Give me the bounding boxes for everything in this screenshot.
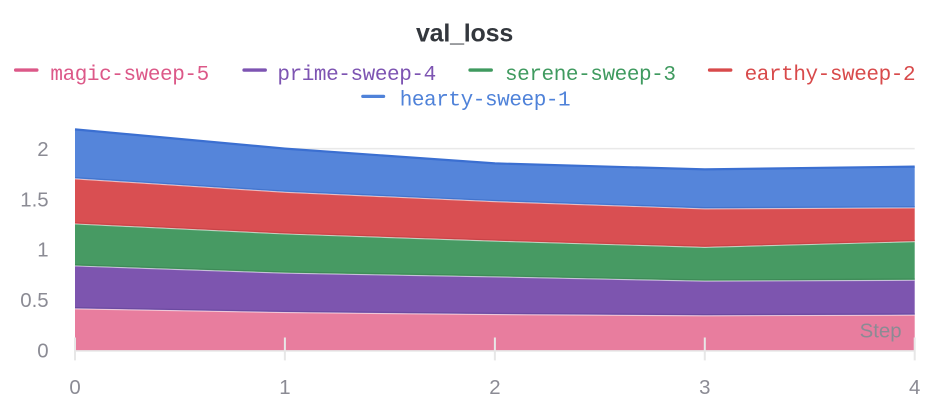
svg-text:1: 1 <box>37 240 48 262</box>
svg-text:4: 4 <box>909 377 920 399</box>
svg-text:0: 0 <box>37 341 48 363</box>
svg-text:serene-sweep-3: serene-sweep-3 <box>505 64 676 87</box>
svg-text:hearty-sweep-1: hearty-sweep-1 <box>400 89 571 112</box>
svg-text:2: 2 <box>37 139 48 161</box>
svg-text:2: 2 <box>489 377 500 399</box>
svg-text:0: 0 <box>69 377 80 399</box>
svg-text:prime-sweep-4: prime-sweep-4 <box>277 64 435 87</box>
svg-text:1: 1 <box>279 377 290 399</box>
svg-text:Step: Step <box>860 320 902 342</box>
svg-text:magic-sweep-5: magic-sweep-5 <box>50 64 208 87</box>
svg-text:3: 3 <box>699 377 710 399</box>
svg-text:1.5: 1.5 <box>20 189 48 211</box>
svg-text:val_loss: val_loss <box>416 20 513 48</box>
svg-text:earthy-sweep-2: earthy-sweep-2 <box>745 64 916 87</box>
svg-text:0.5: 0.5 <box>20 290 48 312</box>
